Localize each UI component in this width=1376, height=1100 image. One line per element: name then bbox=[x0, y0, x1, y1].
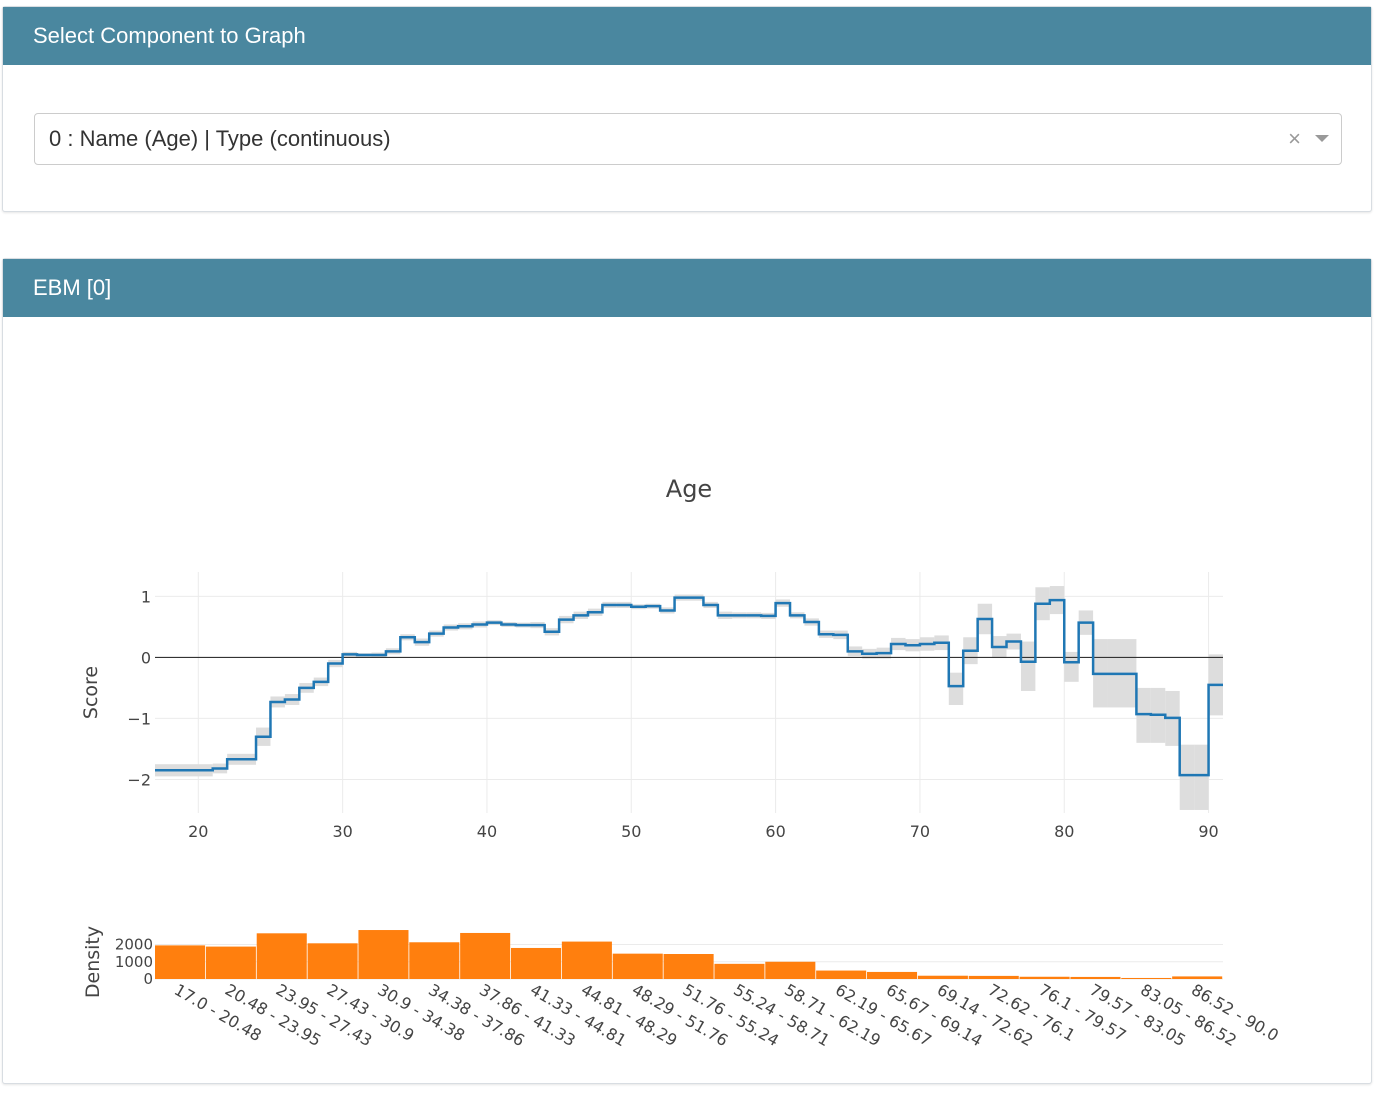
score-axis-label: Score bbox=[80, 666, 102, 719]
select-component-header: Select Component to Graph bbox=[3, 7, 1371, 65]
density-bar bbox=[968, 975, 1019, 979]
density-tick-label: 0 bbox=[143, 970, 153, 988]
confidence-band-segment bbox=[1020, 641, 1036, 691]
confidence-band-segment bbox=[1194, 744, 1209, 810]
density-bar bbox=[511, 947, 562, 979]
x-tick-label: 90 bbox=[1198, 822, 1218, 841]
density-bar bbox=[409, 942, 460, 979]
density-tick-label: 2000 bbox=[115, 936, 153, 954]
component-select-value: 0 : Name (Age) | Type (continuous) bbox=[49, 126, 391, 151]
confidence-band-segment bbox=[1179, 744, 1195, 810]
x-tick-label: 60 bbox=[765, 822, 785, 841]
y-tick-label: 0 bbox=[141, 648, 151, 667]
density-bar bbox=[1019, 976, 1070, 979]
clear-icon[interactable]: × bbox=[1288, 126, 1301, 151]
confidence-band-segment bbox=[948, 672, 964, 706]
component-select[interactable]: 0 : Name (Age) | Type (continuous) × bbox=[34, 113, 1342, 165]
x-tick-label: 20 bbox=[188, 822, 208, 841]
x-tick-label: 80 bbox=[1054, 822, 1074, 841]
select-component-card: Select Component to Graph 0 : Name (Age)… bbox=[2, 6, 1372, 212]
density-bar bbox=[307, 943, 358, 979]
density-bar bbox=[256, 933, 307, 979]
density-bar bbox=[714, 963, 765, 979]
density-bar bbox=[205, 946, 256, 979]
density-bar bbox=[1121, 977, 1172, 979]
x-tick-label: 50 bbox=[621, 822, 641, 841]
density-bar bbox=[867, 971, 918, 979]
confidence-band-segment bbox=[1064, 651, 1079, 682]
ebm-card: EBM [0] Age 20 30 40 50 60 70 80 90 1 0 −1 −2 Score 0 1… bbox=[2, 258, 1372, 1084]
x-tick-label: 70 bbox=[910, 822, 930, 841]
density-bar bbox=[765, 961, 816, 979]
density-bar bbox=[1172, 976, 1223, 979]
density-bar bbox=[358, 930, 409, 979]
density-axis-label: Density bbox=[82, 926, 104, 998]
density-bar bbox=[917, 975, 968, 979]
ebm-card-header: EBM [0] bbox=[3, 259, 1371, 317]
density-bar bbox=[663, 954, 714, 979]
density-bar bbox=[155, 945, 206, 979]
density-bar bbox=[460, 932, 511, 979]
y-tick-label: −2 bbox=[127, 770, 151, 789]
density-bar bbox=[561, 941, 612, 979]
x-tick-label: 30 bbox=[332, 822, 352, 841]
score-step-line bbox=[155, 596, 1223, 777]
y-tick-label: −1 bbox=[127, 709, 151, 728]
density-bar bbox=[816, 970, 867, 979]
density-tick-label: 1000 bbox=[115, 953, 153, 971]
density-bar bbox=[612, 953, 663, 979]
y-tick-label: 1 bbox=[141, 587, 151, 606]
x-tick-label: 40 bbox=[477, 822, 497, 841]
density-bar bbox=[1070, 976, 1121, 979]
chart-title: Age bbox=[666, 475, 712, 503]
caret-down-icon[interactable] bbox=[1315, 135, 1329, 142]
